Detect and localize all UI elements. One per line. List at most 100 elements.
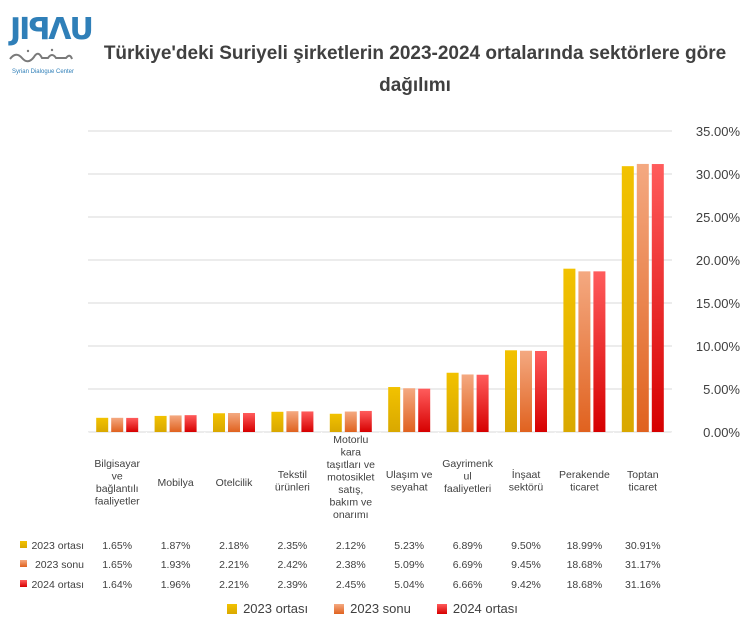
x-category-label: Gayrimenk ul faaliyetleri [442,458,494,495]
table-value: 5.04% [394,579,424,591]
legend-item: 2023 sonu [334,601,411,616]
table-value: 1.96% [161,579,191,591]
bar [213,413,225,432]
chart-title: Türkiye'deki Suriyeli şirketlerin 2023-2… [103,43,727,96]
x-category-label-line: Toptan [627,469,659,481]
x-category-label: Ulaşım ve seyahat [386,469,433,494]
table-series-name: 2023 sonu [35,559,84,571]
table-value: 1.65% [102,559,132,571]
table-value: 18.68% [567,559,603,571]
table-series-name: 2023 ortası [31,540,84,552]
x-category-label-line: Tekstil [278,469,307,481]
table-value: 9.45% [511,559,541,571]
table-legend-key [20,560,27,567]
x-category-label: Toptan ticaret [627,469,659,494]
y-tick-label: 35.00% [696,124,741,139]
table-value: 2.21% [219,579,249,591]
bar [520,350,532,432]
legend-item: 2023 ortası [227,601,308,616]
bar [184,415,197,432]
x-category-label-line: Otelcilik [216,477,254,489]
bar [228,412,240,432]
table-value: 2.38% [336,559,366,571]
x-category-label-line: Bilgisayar [94,458,140,470]
legend-item: 2024 ortası [436,601,518,616]
x-category-label-line: faaliyetleri [444,483,491,495]
table-value: 31.17% [625,559,661,571]
y-tick-label: 10.00% [696,339,741,354]
bar [578,271,591,432]
legend-label: 2023 ortası [243,601,309,616]
bar [126,417,139,432]
bar [301,411,314,432]
bar [505,350,517,432]
table-legend-key [20,541,27,548]
bar [359,410,372,432]
bar [344,411,357,432]
table-value: 18.68% [567,579,603,591]
table-value: 30.91% [625,540,661,552]
y-tick-label: 30.00% [696,167,741,182]
x-category-label: Bilgisayar ve bağlantılı faaliyetler [94,458,140,508]
table-value: 2.18% [219,540,249,552]
table-value: 9.50% [511,540,541,552]
table-value: 2.21% [219,559,249,571]
legend-swatch [227,603,238,614]
legend-swatch [436,603,447,614]
table-value: 1.87% [161,540,191,552]
table-legend-key [20,580,27,587]
table-value: 2.12% [336,540,366,552]
table-value: 6.69% [453,559,483,571]
y-tick-label: 20.00% [696,253,741,268]
table-value: 2.39% [278,579,308,591]
bar [621,166,634,432]
x-category-label-line: ve [112,471,123,483]
x-category-label: Mobilya [158,477,194,489]
x-category-label-line: faaliyetler [95,496,140,508]
bar [535,350,547,432]
chart-legend: 2023 ortası 2023 sonu 2024 ortası [0,601,745,616]
table-value: 6.89% [453,540,483,552]
x-category-label-line: Mobilya [158,477,194,489]
table-value: 2.35% [278,540,308,552]
bar [651,164,664,433]
x-category-label-line: motosiklet [327,472,374,484]
bar [418,388,431,432]
syrian-dialogue-center-logo: JIꟼΛU Syrian Dialogue Center [4,14,94,84]
legend-swatch [334,603,345,614]
y-tick-label: 5.00% [703,382,740,397]
x-category-label-line: ürünleri [275,482,310,494]
table-value: 31.16% [625,579,661,591]
bar [243,412,255,432]
y-tick-label: 15.00% [696,296,741,311]
bar [154,415,167,432]
x-category-label-line: satış, [338,484,363,496]
bar [446,372,459,432]
y-tick-label: 25.00% [696,210,741,225]
x-category-label-line: kara [341,447,362,459]
x-category-label-line: bakım ve [329,497,372,509]
x-category-label-line: İnşaat [512,468,541,481]
bar [169,415,182,432]
table-value: 1.93% [161,559,191,571]
x-category-label-line: bağlantılı [96,483,139,495]
bar [329,413,342,432]
bar [476,374,489,432]
bar [111,417,124,432]
table-value: 6.66% [453,579,483,591]
x-category-label: Tekstil ürünleri [275,469,310,494]
logo-mark: JIꟼΛU [10,12,94,47]
x-category-label-line: ul [464,471,472,483]
table-value: 18.99% [567,540,603,552]
logo-arabic-script [9,48,73,63]
logo-caption: Syrian Dialogue Center [11,69,75,75]
x-category-label: Otelcilik [216,477,254,489]
table-value: 5.09% [394,559,424,571]
bar [286,411,299,432]
table-value: 9.42% [511,579,541,591]
bar [593,271,606,432]
table-series-name: 2024 ortası [31,579,84,591]
x-category-label-line: Perakende [559,469,610,481]
x-category-label: İnşaat sektörü [509,468,544,494]
